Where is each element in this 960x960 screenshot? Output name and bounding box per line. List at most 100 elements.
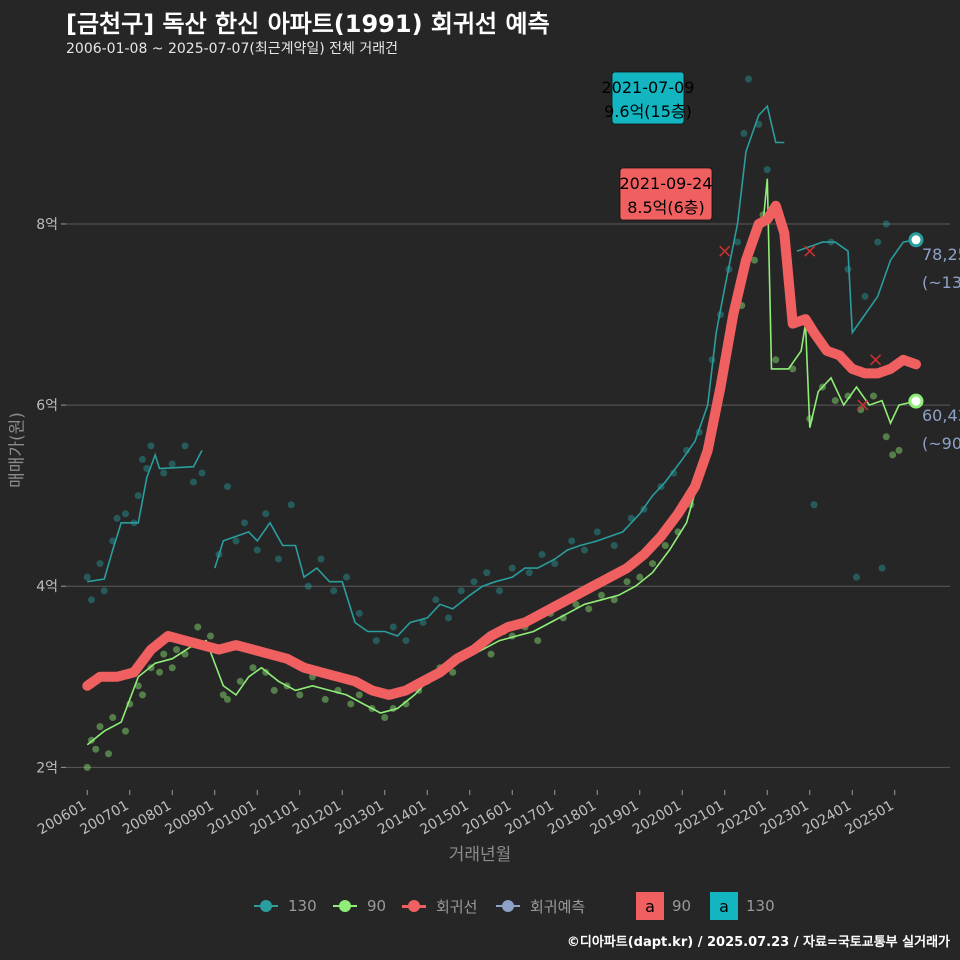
scatter-point-90 <box>889 451 897 459</box>
scatter-point-130 <box>96 560 104 568</box>
scatter-point-130 <box>224 483 231 491</box>
scatter-point-130 <box>317 555 325 563</box>
line-layer <box>82 104 921 746</box>
scatter-point-130 <box>355 609 363 617</box>
y-axis-title-wrap: 매매가(원) <box>0 412 30 488</box>
scatter-point-90 <box>789 365 797 373</box>
scatter-point-130 <box>551 560 559 568</box>
scatter-point-90 <box>134 682 142 690</box>
regression-line <box>82 200 921 700</box>
forecast-value-label: 78,250 <box>922 245 960 264</box>
scatter-point-130 <box>372 637 380 645</box>
legend-box-item-130: a 130 <box>710 892 775 920</box>
scatter-point-130 <box>882 220 890 228</box>
scatter-point-130 <box>147 442 155 450</box>
scatter-point-90 <box>347 700 355 708</box>
legend-box-item-90: a 90 <box>636 892 691 920</box>
scatter-point-90 <box>623 578 631 586</box>
scatter-point-130 <box>593 528 601 536</box>
y-tick-label: 8억 <box>36 217 58 233</box>
scatter-point-90 <box>751 256 758 264</box>
legend-item-130: 130 <box>252 892 317 920</box>
scatter-point-90 <box>598 591 605 599</box>
legend-label-regression: 회귀선 <box>436 897 478 916</box>
scatter-point-90 <box>224 695 231 703</box>
scatter-point-130 <box>525 569 533 577</box>
scatter-point-130 <box>181 442 189 450</box>
scatter-point-130 <box>844 265 852 273</box>
scatter-point-90 <box>649 560 656 568</box>
scatter-point-90 <box>870 392 877 400</box>
scatter-point-130 <box>878 564 886 572</box>
grid-layer <box>66 223 950 768</box>
y-tick-label: 2억 <box>36 760 58 776</box>
scatter-point-90 <box>109 714 117 722</box>
forecast-point-130 <box>908 232 924 248</box>
series-line-130 <box>87 450 203 583</box>
scatter-point-130 <box>402 637 410 645</box>
series-line-90 <box>86 178 917 746</box>
scatter-point-90 <box>160 650 168 658</box>
scatter-point-130 <box>190 478 197 486</box>
scatter-point-90 <box>487 650 495 658</box>
scatter-point-90 <box>168 664 176 672</box>
scatter-point-130 <box>538 551 546 559</box>
scatter-point-130 <box>343 573 350 581</box>
forecast-value-label: 60,438 <box>922 406 960 425</box>
scatter-point-130 <box>568 537 576 545</box>
annotation-date: 2021-09-24 <box>620 174 713 193</box>
scatter-point-90 <box>534 637 542 645</box>
legend-key-regression-icon <box>400 892 428 920</box>
y-tick-label: 6억 <box>36 398 58 414</box>
scatter-point-90 <box>355 691 363 699</box>
scatter-point-90 <box>219 691 227 699</box>
scatter-layer <box>83 75 916 771</box>
scatter-point-130 <box>275 555 282 563</box>
legend: 130 90 회귀선 회귀예측 a 90 a 130 <box>0 892 960 920</box>
scatter-point-130 <box>232 537 240 545</box>
scatter-point-130 <box>160 469 168 477</box>
scatter-point-130 <box>134 492 142 500</box>
scatter-point-130 <box>122 510 129 518</box>
legend-box-label-90: 90 <box>672 897 692 915</box>
y-tick-label: 4억 <box>36 579 58 595</box>
legend-box-label-130: 130 <box>746 897 775 915</box>
legend-item-90: 90 <box>331 892 386 920</box>
scatter-point-130 <box>853 573 860 581</box>
annotation-layer: 2021-07-09 9.6억(15층) 2021-09-24 8.5억(6층) <box>602 71 713 221</box>
scatter-point-90 <box>194 623 202 631</box>
scatter-point-130 <box>287 501 295 509</box>
scatter-point-90 <box>296 691 304 699</box>
cancelled-marker <box>719 245 731 257</box>
legend-key-forecast-icon <box>494 892 522 920</box>
scatter-point-90 <box>270 686 278 694</box>
scatter-point-130 <box>740 129 748 137</box>
scatter-point-90 <box>236 677 244 685</box>
scatter-point-130 <box>88 596 95 604</box>
x-axis-title: 거래년월 <box>448 845 512 865</box>
scatter-point-130 <box>755 120 763 128</box>
y-axis-title: 매매가(원) <box>7 412 28 488</box>
scatter-point-130 <box>168 460 176 468</box>
legend-item-regression: 회귀선 <box>400 892 477 920</box>
scatter-point-130 <box>432 596 440 604</box>
annotation-box <box>611 71 685 125</box>
annotation-box <box>619 167 713 221</box>
scatter-point-90 <box>156 668 163 676</box>
scatter-point-130 <box>262 510 270 518</box>
annotation-value: 8.5억(6층) <box>627 198 705 217</box>
scatter-point-130 <box>763 166 771 174</box>
scatter-point-130 <box>139 455 146 463</box>
scatter-point-90 <box>122 727 129 735</box>
scatter-point-130 <box>483 569 491 577</box>
scatter-point-130 <box>470 578 478 586</box>
chart-title: [금천구] 독산 한신 아파트(1991) 회귀선 예측 <box>66 10 550 38</box>
scatter-point-130 <box>457 587 465 595</box>
scatter-point-90 <box>895 446 903 454</box>
source-credit: ©디아파트(dapt.kr) / 2025.07.23 / 자료=국토교통부 실… <box>566 935 950 950</box>
chart-subtitle: 2006-01-08 ~ 2025-07-07(최근계약일) 전체 거래건 <box>66 41 398 57</box>
scatter-point-90 <box>321 695 329 703</box>
forecast-point-90 <box>908 393 924 409</box>
cancelled-marker <box>857 399 869 411</box>
legend-box-90: a <box>636 892 664 920</box>
